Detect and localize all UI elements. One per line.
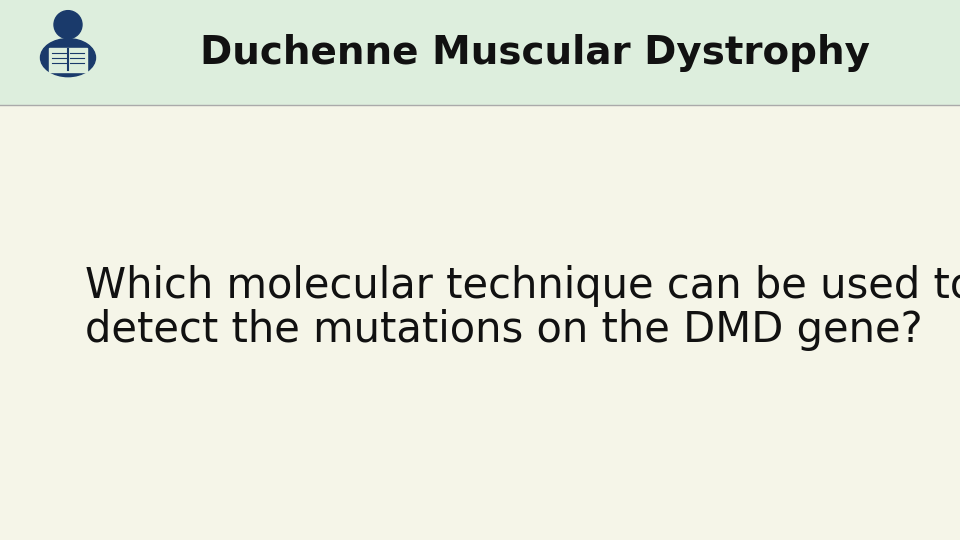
Text: detect the mutations on the DMD gene?: detect the mutations on the DMD gene? <box>85 309 923 351</box>
FancyBboxPatch shape <box>49 48 87 72</box>
Text: Which molecular technique can be used to: Which molecular technique can be used to <box>85 265 960 307</box>
Text: Duchenne Muscular Dystrophy: Duchenne Muscular Dystrophy <box>200 33 870 72</box>
FancyBboxPatch shape <box>0 0 960 105</box>
Circle shape <box>54 11 82 39</box>
Ellipse shape <box>40 39 95 77</box>
